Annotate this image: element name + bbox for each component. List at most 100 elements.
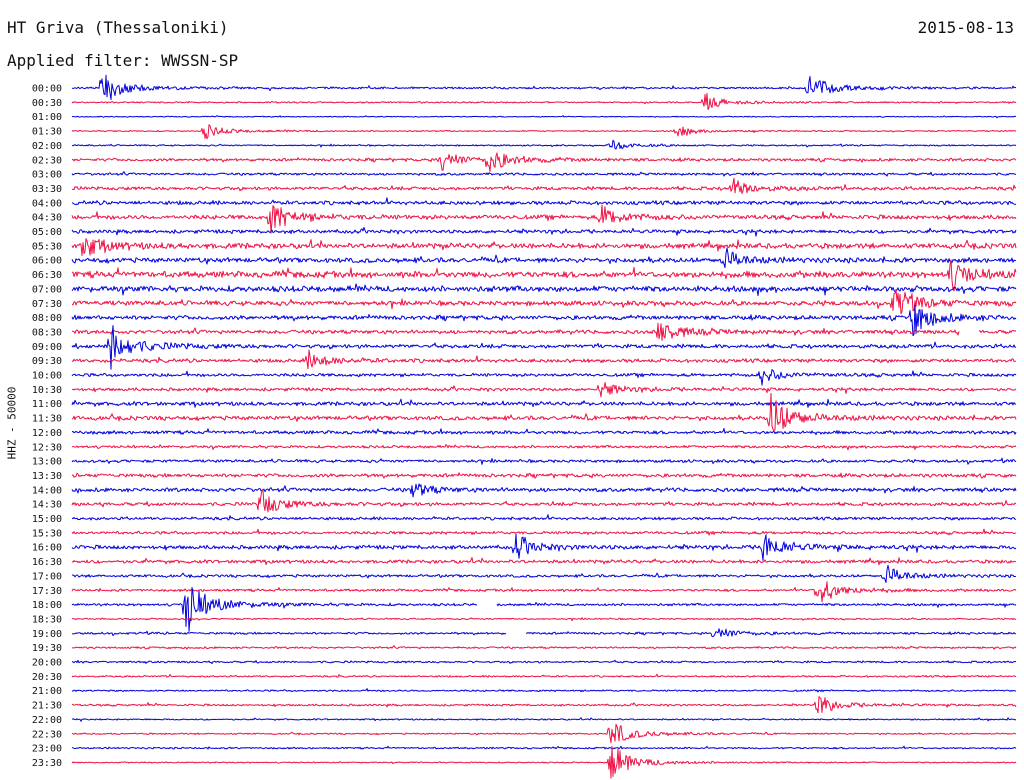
time-label: 03:30: [32, 184, 62, 195]
trace-row: [71, 288, 1017, 315]
trace-row: [71, 557, 1017, 566]
trace-row: [71, 673, 1017, 678]
time-label: 08:30: [32, 327, 62, 338]
time-label: 12:00: [32, 428, 62, 439]
time-label: 01:00: [32, 112, 62, 123]
trace-row: [71, 457, 1017, 465]
trace-row: [71, 74, 1017, 100]
trace-row: [71, 283, 1017, 296]
time-labels: 00:00 00:30 01:00 01:30 02:00 02:30 03:00 03:30…: [32, 84, 62, 769]
time-label: 07:00: [32, 284, 62, 295]
trace-row: [71, 528, 1017, 536]
time-label: 20:00: [32, 658, 62, 669]
trace-row: [71, 325, 1017, 370]
trace-row: [71, 152, 1017, 173]
time-label: 11:00: [32, 399, 62, 410]
time-label: 22:30: [32, 729, 62, 740]
trace-row: [71, 247, 1017, 269]
time-label: 18:00: [32, 600, 62, 611]
trace-row: [71, 115, 1017, 119]
trace-row: [71, 659, 1017, 665]
time-label: 14:00: [32, 485, 62, 496]
trace-row: [71, 226, 1017, 237]
trace-row: [71, 444, 1017, 451]
time-label: 15:00: [32, 514, 62, 525]
time-label: 16:30: [32, 557, 62, 568]
trace-row: [71, 197, 1016, 206]
time-label: 22:00: [32, 715, 62, 726]
trace-row: [71, 392, 1017, 432]
time-label: 09:00: [32, 342, 62, 353]
time-label: 02:30: [32, 155, 62, 166]
time-label: 23:30: [32, 758, 62, 769]
time-label: 01:30: [32, 127, 62, 138]
trace-row: [71, 533, 1017, 561]
trace-row: [71, 369, 1017, 386]
record-date: 2015-08-13: [917, 18, 1014, 37]
trace-row: [71, 564, 1017, 583]
trace-row: [71, 745, 1017, 779]
time-label: 12:30: [32, 442, 62, 453]
trace-row: [71, 472, 1017, 479]
time-label: 11:30: [32, 414, 62, 425]
time-label: 21:30: [32, 701, 62, 712]
trace-row: [71, 139, 1017, 150]
trace-row: [71, 723, 1017, 744]
trace-row: [71, 696, 1017, 714]
trace-row: [71, 645, 1017, 650]
trace-row: [71, 628, 1017, 638]
time-label: 07:30: [32, 299, 62, 310]
time-label: 02:00: [32, 141, 62, 152]
trace-row: [71, 92, 1017, 110]
trace-row: [71, 581, 1017, 603]
time-label: 00:00: [32, 84, 62, 95]
trace-row: [71, 398, 1017, 408]
trace-row: [71, 259, 1017, 292]
time-label: 13:00: [32, 457, 62, 468]
time-label: 04:00: [32, 198, 62, 209]
trace-row: [71, 204, 1017, 234]
time-label: 14:30: [32, 500, 62, 511]
time-label: 00:30: [32, 98, 62, 109]
time-label: 15:30: [32, 528, 62, 539]
time-label: 20:30: [32, 672, 62, 683]
trace-row: [71, 171, 1016, 177]
trace-row: [71, 617, 1017, 622]
filter-label: Applied filter: WWSSN-SP: [7, 51, 239, 70]
trace-row: [71, 238, 1017, 257]
time-label: 05:00: [32, 227, 62, 238]
trace-row: [71, 483, 1017, 498]
trace-row: [71, 177, 1017, 194]
trace-row: [71, 587, 1017, 632]
time-label: 06:30: [32, 270, 62, 281]
time-label: 17:30: [32, 586, 62, 597]
trace-row: [71, 124, 1017, 140]
trace-row: [71, 304, 1017, 337]
trace-row: [71, 428, 1017, 436]
trace-row: [71, 688, 1017, 693]
time-label: 08:00: [32, 313, 62, 324]
time-label: 06:00: [32, 256, 62, 267]
time-label: 19:30: [32, 643, 62, 654]
traces: [71, 74, 1017, 779]
trace-row: [71, 382, 1017, 398]
time-label: 17:00: [32, 571, 62, 582]
time-label: 05:30: [32, 241, 62, 252]
trace-row: [71, 514, 1017, 521]
time-label: 10:00: [32, 371, 62, 382]
time-label: 13:30: [32, 471, 62, 482]
time-label: 10:30: [32, 385, 62, 396]
trace-row: [71, 745, 1017, 750]
trace-row: [71, 717, 1017, 722]
time-label: 16:00: [32, 543, 62, 554]
time-label: 19:00: [32, 629, 62, 640]
time-label: 18:30: [32, 614, 62, 625]
trace-row: [71, 349, 1016, 370]
time-label: 23:00: [32, 744, 62, 755]
time-label: 04:30: [32, 213, 62, 224]
time-label: 21:00: [32, 686, 62, 697]
time-label: 03:00: [32, 170, 62, 181]
station-title: HT Griva (Thessaloniki): [7, 18, 229, 37]
trace-row: [71, 489, 1017, 513]
